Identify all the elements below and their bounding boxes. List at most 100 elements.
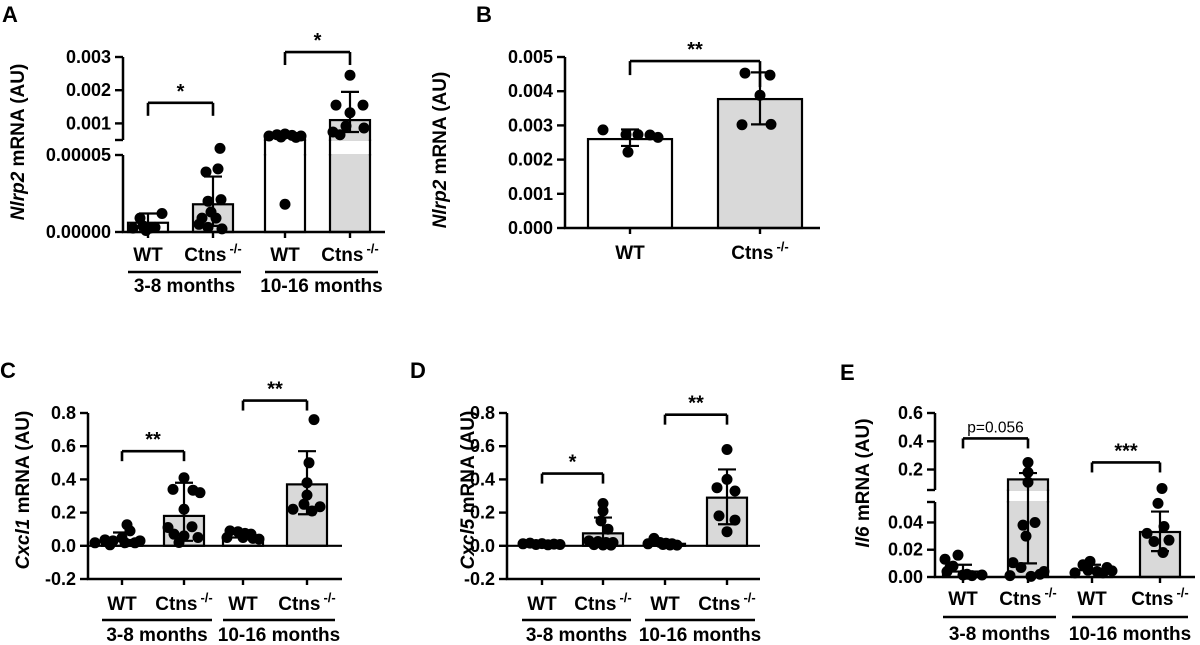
age-group-label: 3-8 months <box>106 625 207 645</box>
data-point <box>1163 534 1175 546</box>
data-point <box>1022 476 1034 488</box>
y-tick-label: -0.2 <box>45 569 76 589</box>
data-point <box>173 536 185 548</box>
data-point <box>279 198 291 210</box>
sig-stars: * <box>314 30 322 52</box>
data-point <box>632 129 644 141</box>
data-point <box>605 539 617 551</box>
data-point <box>721 526 733 538</box>
data-point <box>1069 567 1081 579</box>
x-category-label: WT <box>133 245 163 266</box>
data-point <box>194 487 206 499</box>
x-category-label: WT <box>615 243 645 264</box>
data-point <box>216 223 228 235</box>
y-axis-title: Cxcl5 mRNA (AU) <box>458 411 479 570</box>
y-tick-label: 0.003 <box>508 115 553 135</box>
data-point <box>303 457 315 469</box>
x-category-label: Ctns -/- <box>574 590 632 615</box>
data-point <box>202 221 214 233</box>
sig-stars: ** <box>687 39 703 61</box>
data-point <box>127 222 139 234</box>
data-point <box>186 521 198 533</box>
y-tick-label: 0.00005 <box>46 145 111 165</box>
x-category-label: Ctns -/- <box>731 239 789 264</box>
sig-stars: ** <box>267 379 283 401</box>
data-point <box>308 414 320 426</box>
data-point <box>1004 570 1016 582</box>
data-point <box>713 510 725 522</box>
data-point <box>652 131 664 143</box>
data-point <box>215 194 227 206</box>
sig-stars: ** <box>145 429 161 451</box>
data-point <box>134 535 146 547</box>
data-point <box>642 538 654 550</box>
data-point <box>739 67 751 79</box>
y-tick-label: 0.000 <box>508 218 553 238</box>
y-axis-title: Nlrp2 mRNA (AU) <box>8 64 29 221</box>
data-point <box>275 131 287 143</box>
data-point <box>344 107 356 119</box>
data-point <box>1017 519 1029 531</box>
data-point <box>140 224 152 236</box>
data-point <box>671 539 683 551</box>
y-tick-label: 0.02 <box>888 540 923 560</box>
data-point <box>941 566 953 578</box>
data-point <box>340 120 352 132</box>
panel-label-e: E <box>840 360 855 385</box>
data-point <box>330 99 342 111</box>
y-tick-label: 0.8 <box>470 403 495 423</box>
y-tick-label: 0.005 <box>508 47 553 67</box>
data-point <box>287 503 299 515</box>
x-category-label: WT <box>948 589 978 610</box>
y-axis-title: Cxcl1 mRNA (AU) <box>13 411 34 570</box>
data-point <box>976 569 988 581</box>
age-group-label: 3-8 months <box>949 624 1050 645</box>
axis-break-band <box>124 141 385 154</box>
data-point <box>554 538 566 550</box>
axis-break-band <box>936 491 1195 501</box>
sig-stars: ** <box>688 393 704 415</box>
data-point <box>597 539 609 551</box>
y-tick-label: 0.2 <box>51 503 76 523</box>
y-tick-label: 0.6 <box>898 403 923 423</box>
data-point <box>622 146 634 158</box>
data-point <box>588 539 600 551</box>
panel-label-c: C <box>0 358 16 383</box>
data-point <box>357 99 369 111</box>
data-point <box>104 539 116 551</box>
data-point <box>620 129 632 141</box>
y-axis-title: Il6 mRNA (AU) <box>853 418 874 547</box>
data-point <box>178 503 190 515</box>
y-tick-label: 0.04 <box>888 512 923 532</box>
data-point <box>1084 555 1096 567</box>
y-tick-label: 0.004 <box>508 81 553 101</box>
data-point <box>301 489 313 501</box>
x-category-label: WT <box>650 594 680 615</box>
y-tick-label: 0.8 <box>51 403 76 423</box>
data-point <box>193 218 205 230</box>
data-point <box>711 482 723 494</box>
sig-p-value: p=0.056 <box>967 419 1023 436</box>
x-category-label: WT <box>228 594 258 615</box>
sig-stars: *** <box>1114 440 1138 462</box>
data-point <box>1007 557 1019 569</box>
y-tick-label: -0.2 <box>464 569 495 589</box>
data-point <box>192 532 204 543</box>
panel-label-d: D <box>410 358 426 383</box>
data-point <box>729 485 741 497</box>
data-point <box>1148 536 1160 548</box>
data-point <box>200 166 212 178</box>
data-point <box>214 142 226 154</box>
data-point <box>298 498 310 510</box>
data-point <box>124 525 136 537</box>
data-point <box>952 549 964 561</box>
data-point <box>221 532 233 543</box>
x-category-label: WT <box>270 245 300 266</box>
data-point <box>597 505 609 517</box>
data-point <box>344 69 356 81</box>
data-point <box>1152 497 1164 509</box>
y-tick-label: 0.003 <box>66 47 111 67</box>
data-point <box>1015 561 1027 573</box>
data-point <box>1020 530 1032 542</box>
x-category-label: Ctns -/- <box>321 241 379 266</box>
